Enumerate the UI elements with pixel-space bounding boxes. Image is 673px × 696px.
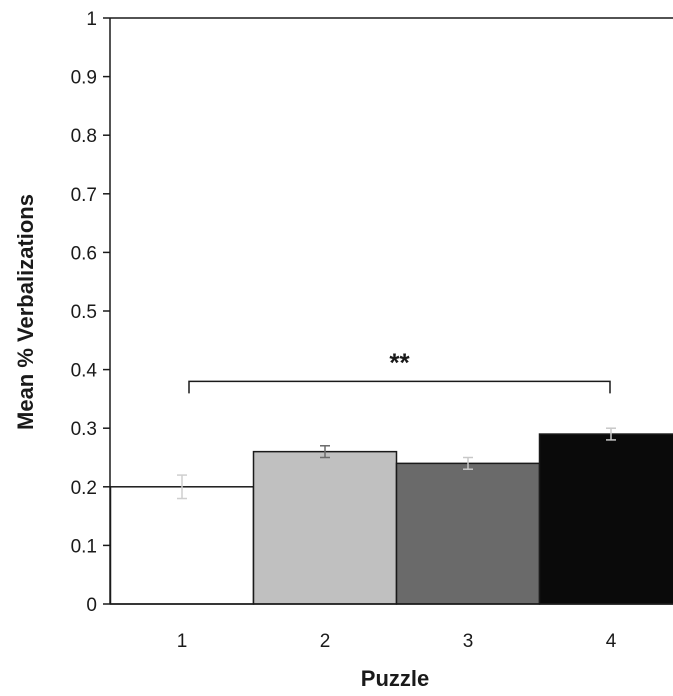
error-bar-puzzle-4 — [606, 427, 616, 441]
error-bars-group — [177, 427, 616, 500]
y-axis-ticks: 0 0.1 0.2 0.3 0.4 0.5 0.6 0.7 0.8 0.9 1 — [71, 9, 110, 616]
error-bar-puzzle-3 — [463, 456, 473, 470]
y-tick-label: 0.1 — [71, 536, 97, 557]
y-tick-label: 0.8 — [71, 126, 97, 147]
axes-group — [109, 17, 673, 605]
x-axis-title: Puzzle — [361, 666, 429, 691]
y-axis-title: Mean % Verbalizations — [13, 194, 38, 430]
x-tick-label: 4 — [606, 631, 617, 652]
bars-group — [109, 433, 673, 605]
bar-puzzle-3 — [395, 462, 541, 605]
y-tick-label: 0.3 — [71, 419, 97, 440]
y-tick-label: 1 — [86, 9, 97, 30]
y-tick-label: 0.7 — [71, 185, 97, 206]
x-tick-label: 3 — [463, 631, 474, 652]
error-bar-puzzle-2 — [320, 445, 330, 459]
bar-puzzle-1 — [109, 486, 255, 605]
x-axis-ticks: 1 2 3 4 — [177, 631, 617, 652]
y-tick-label: 0.9 — [71, 68, 97, 89]
y-tick-label: 0.5 — [71, 302, 97, 323]
y-tick-label: 0 — [86, 595, 97, 616]
significance-bracket: ** — [188, 347, 611, 394]
error-bar-puzzle-1 — [177, 474, 187, 500]
x-tick-label: 2 — [320, 631, 331, 652]
y-tick-label: 0.4 — [71, 361, 98, 382]
bar-puzzle-4 — [538, 433, 673, 605]
significance-label: ** — [389, 347, 410, 377]
bar-puzzle-2 — [252, 450, 398, 605]
x-tick-label: 1 — [177, 631, 188, 652]
annotations-group: ** — [188, 347, 611, 394]
y-tick-label: 0.2 — [71, 478, 97, 499]
bracket-line — [188, 380, 611, 394]
y-tick-label: 0.6 — [71, 243, 97, 264]
